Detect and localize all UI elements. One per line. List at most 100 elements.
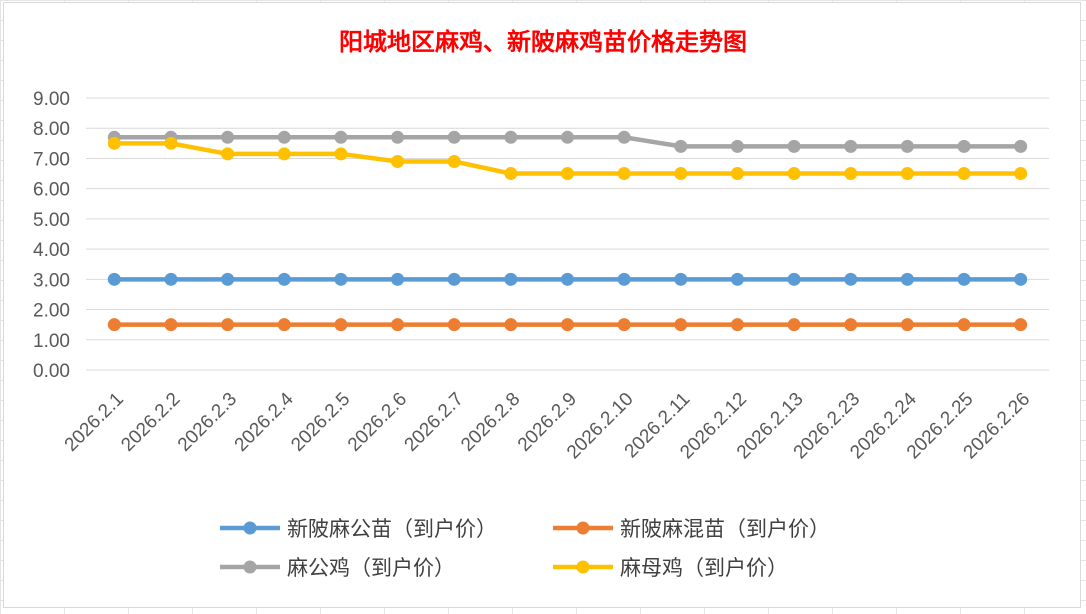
data-point <box>277 130 291 144</box>
data-point <box>334 272 348 286</box>
data-point <box>1014 318 1028 332</box>
x-tick-label: 2026.2.7 <box>401 389 468 456</box>
data-point <box>730 139 744 153</box>
data-point <box>900 139 914 153</box>
data-point <box>787 167 801 181</box>
data-point <box>447 130 461 144</box>
data-point <box>504 130 518 144</box>
data-point <box>221 147 235 161</box>
legend-marker <box>243 521 257 535</box>
data-point <box>391 130 405 144</box>
data-point <box>787 139 801 153</box>
data-point <box>1014 139 1028 153</box>
x-axis-ticks: 2026.2.12026.2.22026.2.32026.2.42026.2.5… <box>61 388 1035 463</box>
data-point <box>561 318 574 332</box>
x-tick-label: 2026.2.1 <box>61 389 128 456</box>
data-point <box>561 167 574 181</box>
chart-title: 阳城地区麻鸡、新陂麻鸡苗价格走势图 <box>339 27 747 56</box>
data-point <box>900 318 914 332</box>
y-tick-label: 4.00 <box>33 240 70 261</box>
data-point <box>787 318 801 332</box>
x-tick-label: 2026.2.2 <box>117 389 184 456</box>
series-2 <box>107 318 1028 332</box>
x-tick-label: 2026.2.3 <box>174 389 241 456</box>
data-point <box>447 154 461 168</box>
data-point <box>221 318 235 332</box>
data-point <box>844 272 858 286</box>
data-point <box>107 318 121 332</box>
data-point <box>674 167 688 181</box>
legend-marker <box>243 560 257 574</box>
data-point <box>164 318 178 332</box>
data-point <box>504 272 518 286</box>
data-point <box>334 318 348 332</box>
legend-marker <box>576 560 590 574</box>
data-point <box>787 272 801 286</box>
y-tick-label: 8.00 <box>33 119 70 140</box>
data-point <box>107 136 121 150</box>
data-point <box>674 139 688 153</box>
data-point <box>561 272 574 286</box>
legend-label: 新陂麻混苗（到户价） <box>620 517 830 541</box>
series-group <box>107 130 1028 332</box>
y-tick-label: 1.00 <box>33 331 70 352</box>
data-point <box>277 147 291 161</box>
data-point <box>391 154 405 168</box>
data-point <box>277 272 291 286</box>
y-tick-label: 5.00 <box>33 210 70 231</box>
data-point <box>164 136 178 150</box>
chart-area[interactable] <box>3 2 1081 608</box>
data-point <box>957 167 971 181</box>
series-3 <box>107 130 1028 153</box>
data-point <box>730 272 744 286</box>
data-point <box>844 139 858 153</box>
x-tick-label: 2026.2.5 <box>287 389 354 456</box>
y-tick-label: 7.00 <box>33 149 70 170</box>
legend-marker <box>576 521 590 535</box>
x-tick-label: 2026.2.6 <box>344 389 411 456</box>
data-point <box>1014 272 1028 286</box>
data-point <box>447 272 461 286</box>
data-point <box>730 318 744 332</box>
legend-item[interactable]: 新陂麻公苗（到户价） <box>220 517 497 541</box>
data-point <box>334 130 348 144</box>
legend-item[interactable]: 麻公鸡（到户价） <box>220 556 455 580</box>
legend-item[interactable]: 新陂麻混苗（到户价） <box>553 517 830 541</box>
y-axis-ticks: 0.00 1.00 2.00 3.00 4.00 5.00 6.00 7.00 8.00 9.00 <box>33 89 70 382</box>
data-point <box>617 318 631 332</box>
data-point <box>164 272 178 286</box>
data-point <box>107 272 121 286</box>
data-point <box>844 167 858 181</box>
data-point <box>957 318 971 332</box>
series-1 <box>107 272 1028 286</box>
data-point <box>900 167 914 181</box>
data-point <box>504 318 518 332</box>
data-point <box>391 272 405 286</box>
data-point <box>957 139 971 153</box>
data-point <box>900 272 914 286</box>
data-point <box>617 272 631 286</box>
data-point <box>221 130 235 144</box>
data-point <box>504 167 518 181</box>
y-tick-label: 6.00 <box>33 180 70 201</box>
data-point <box>617 167 631 181</box>
data-point <box>730 167 744 181</box>
data-point <box>617 130 631 144</box>
data-point <box>221 272 235 286</box>
legend-label: 麻公鸡（到户价） <box>287 556 455 580</box>
legend: 新陂麻公苗（到户价） 新陂麻混苗（到户价） 麻公鸡（到户价） 麻母鸡（到户价） <box>220 517 830 580</box>
data-point <box>447 318 461 332</box>
data-point <box>561 130 574 144</box>
data-point <box>391 318 405 332</box>
y-tick-label: 0.00 <box>33 361 70 382</box>
legend-label: 新陂麻公苗（到户价） <box>287 517 497 541</box>
x-tick-label: 2026.2.4 <box>231 388 298 455</box>
data-point <box>674 318 688 332</box>
legend-item[interactable]: 麻母鸡（到户价） <box>553 556 788 580</box>
x-tick-label: 2026.2.8 <box>457 389 524 456</box>
data-point <box>334 147 348 161</box>
legend-label: 麻母鸡（到户价） <box>620 556 788 580</box>
y-tick-label: 9.00 <box>33 89 70 110</box>
series-4 <box>107 136 1028 181</box>
